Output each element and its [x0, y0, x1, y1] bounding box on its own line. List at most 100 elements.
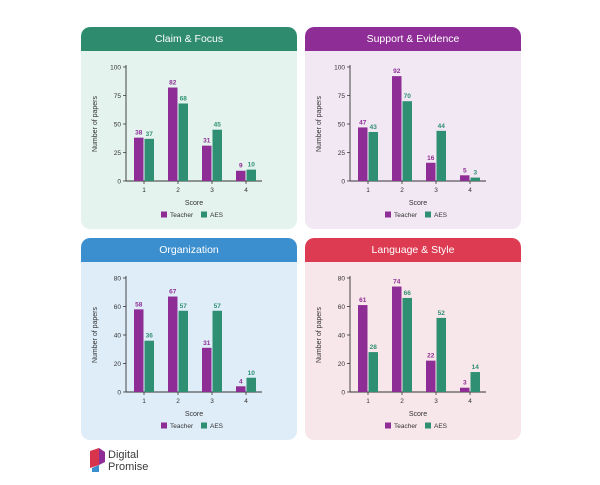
x-axis-label: Score	[409, 200, 427, 207]
x-axis-label: Score	[185, 411, 203, 418]
panel-language-style: Language & Style 0 20 40 60 80 Number of pape…	[305, 238, 521, 440]
x-tick-label: 3	[434, 398, 438, 405]
y-tick-label: 100	[110, 65, 121, 72]
data-label-aes: 43	[370, 124, 378, 131]
bar-teacher	[426, 162, 436, 181]
y-tick-label: 50	[338, 122, 346, 129]
bar-teacher	[426, 360, 436, 392]
data-label-teacher: 31	[203, 340, 211, 347]
bar-teacher	[168, 87, 178, 181]
logo-text: Digital Promise	[108, 449, 148, 473]
panel-title: Support & Evidence	[305, 27, 521, 51]
data-label-teacher: 16	[427, 155, 435, 162]
x-tick-label: 2	[400, 398, 404, 405]
panel-title: Organization	[81, 238, 297, 262]
digital-promise-logo-icon	[90, 448, 105, 472]
panel-support-evidence: Support & Evidence 0 25 50 75 100 Number of p…	[305, 27, 521, 229]
x-tick-label: 3	[434, 187, 438, 194]
bar-teacher	[236, 170, 246, 181]
x-tick-label: 4	[468, 398, 472, 405]
x-tick-label: 2	[176, 187, 180, 194]
data-label-aes: 36	[146, 333, 154, 340]
y-axis-label: Number of papers	[92, 306, 99, 363]
data-label-aes: 3	[473, 170, 477, 177]
data-label-aes: 57	[180, 303, 188, 310]
legend-swatch-teacher	[161, 211, 167, 218]
bar-teacher	[460, 175, 470, 181]
y-tick-label: 0	[117, 390, 121, 397]
legend-swatch-teacher	[385, 211, 391, 218]
x-tick-label: 2	[176, 398, 180, 405]
y-tick-label: 0	[341, 390, 345, 397]
x-tick-label: 1	[366, 398, 370, 405]
data-label-teacher: 5	[463, 167, 467, 174]
data-label-teacher: 61	[359, 297, 367, 304]
y-tick-label: 20	[114, 361, 122, 368]
legend-swatch-aes	[425, 211, 431, 218]
data-label-teacher: 58	[135, 301, 143, 308]
y-tick-label: 60	[338, 304, 346, 311]
y-axis-label: Number of papers	[92, 95, 99, 152]
data-label-aes: 45	[214, 122, 222, 129]
data-label-aes: 10	[248, 370, 256, 377]
y-axis-label: Number of papers	[316, 306, 323, 363]
x-tick-label: 3	[210, 398, 214, 405]
data-label-teacher: 4	[239, 378, 243, 385]
data-label-aes: 70	[404, 93, 412, 100]
y-tick-label: 40	[114, 333, 122, 340]
data-label-aes: 66	[404, 290, 412, 297]
x-tick-label: 3	[210, 187, 214, 194]
bar-aes	[368, 131, 378, 181]
bar-aes	[436, 130, 446, 181]
x-tick-label: 2	[400, 187, 404, 194]
bar-aes	[246, 169, 256, 181]
y-tick-label: 0	[117, 179, 121, 186]
data-label-aes: 37	[146, 131, 154, 138]
panel-organization: Organization 0 20 40 60 80 Number of papers 58…	[81, 238, 297, 440]
data-label-aes: 44	[438, 123, 446, 130]
legend-label-aes: AES	[210, 423, 224, 430]
chart-claim-focus: 0 25 50 75 100 Number of papers 38 37 1 82 68 2 31 45…	[92, 65, 262, 219]
bar-teacher	[236, 386, 246, 392]
data-label-aes: 10	[248, 162, 256, 169]
x-axis-label: Score	[409, 411, 427, 418]
legend-swatch-aes	[425, 422, 431, 429]
y-axis-label: Number of papers	[316, 95, 323, 152]
data-label-teacher: 82	[169, 80, 177, 87]
x-tick-label: 1	[142, 187, 146, 194]
bar-teacher	[134, 137, 144, 181]
bar-aes	[368, 352, 378, 392]
bar-teacher	[202, 347, 212, 392]
legend-label-aes: AES	[434, 212, 448, 219]
data-label-aes: 52	[438, 310, 446, 317]
legend-swatch-teacher	[161, 422, 167, 429]
bar-aes	[436, 317, 446, 392]
data-label-aes: 14	[472, 364, 480, 371]
bar-teacher	[134, 309, 144, 392]
legend-label-teacher: Teacher	[394, 212, 418, 219]
logo-text-line1: Digital	[108, 449, 139, 461]
bar-aes	[178, 310, 188, 392]
bar-aes	[212, 129, 222, 181]
y-tick-label: 25	[114, 150, 122, 157]
data-label-aes: 68	[180, 95, 188, 102]
x-tick-label: 4	[468, 187, 472, 194]
legend-label-aes: AES	[210, 212, 224, 219]
bar-aes	[144, 138, 154, 181]
data-label-teacher: 92	[393, 68, 401, 75]
bar-aes	[402, 101, 412, 181]
data-label-teacher: 47	[359, 119, 367, 126]
bar-teacher	[392, 286, 402, 392]
data-label-teacher: 22	[427, 353, 435, 360]
legend-label-teacher: Teacher	[170, 212, 194, 219]
y-tick-label: 50	[114, 122, 122, 129]
data-label-teacher: 38	[135, 130, 143, 137]
bar-aes	[470, 372, 480, 392]
y-tick-label: 80	[338, 276, 346, 283]
logo-text-line2: Promise	[108, 461, 149, 473]
data-label-aes: 57	[214, 303, 222, 310]
digital-promise-logo: Digital Promise	[90, 448, 210, 478]
legend-swatch-aes	[201, 422, 207, 429]
bar-teacher	[168, 296, 178, 392]
